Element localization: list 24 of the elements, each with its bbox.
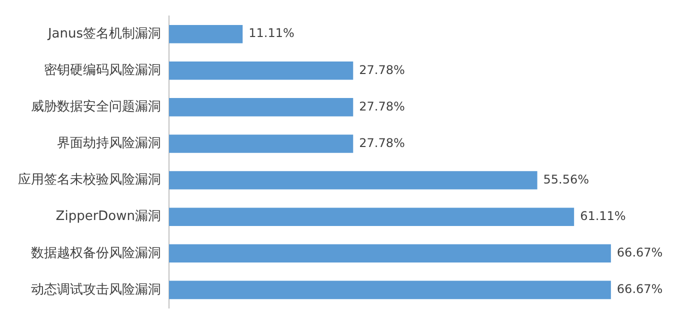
- bar: [169, 24, 243, 44]
- y-tick-label: 动态调试攻击风险漏洞: [31, 282, 161, 298]
- data-label: 55.56%: [543, 172, 590, 186]
- y-tick-label: 应用签名未校验风险漏洞: [18, 172, 161, 188]
- data-label: 66.67%: [616, 246, 663, 260]
- y-tick-label: 界面劫持风险漏洞: [57, 136, 161, 152]
- y-tick-label: 数据越权备份风险漏洞: [31, 246, 161, 261]
- y-tick-label: ZipperDown漏洞: [56, 209, 161, 224]
- y-tick-label: Janus签名机制漏洞: [46, 26, 161, 42]
- y-tick-label: 密钥硬编码风险漏洞: [44, 63, 161, 78]
- data-label: 61.11%: [580, 208, 626, 223]
- data-label: 27.78%: [359, 136, 405, 150]
- bar: [169, 134, 354, 153]
- data-label: 11.11%: [248, 26, 294, 40]
- bar: [169, 98, 354, 116]
- data-label: 27.78%: [359, 62, 405, 77]
- bar: [169, 61, 354, 80]
- bar: [169, 280, 611, 300]
- bar: [169, 171, 538, 190]
- data-label: 66.67%: [616, 282, 663, 296]
- bar: [169, 208, 574, 226]
- data-label: 27.78%: [359, 99, 405, 114]
- y-tick-label: 威胁数据安全问题漏洞: [31, 98, 161, 115]
- bar: [169, 244, 611, 263]
